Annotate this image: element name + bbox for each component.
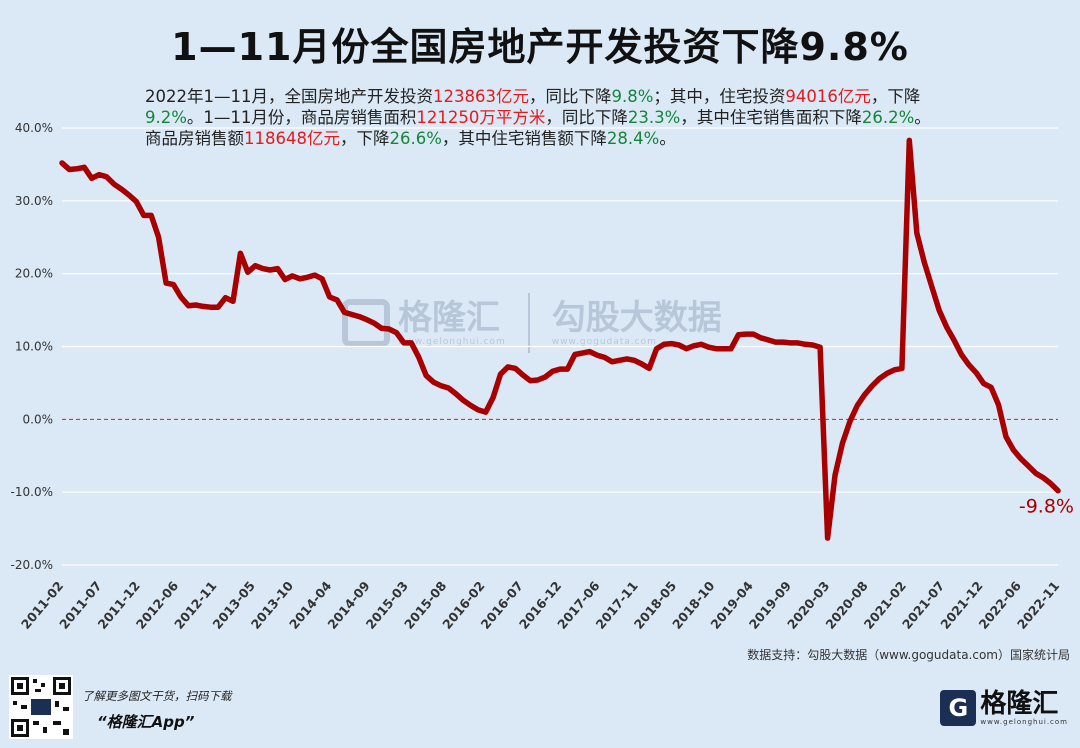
qr-code-icon <box>11 677 71 737</box>
end-value-label: -9.8% <box>1019 496 1074 518</box>
promo-text: 了解更多图文干货，扫码下载 <box>82 689 232 703</box>
summary-text: 2022年1—11月，全国房地产开发投资123863亿元，同比下降9.8%；其中… <box>145 87 931 148</box>
logo-sub: www.gelonghui.com <box>980 718 1068 726</box>
y-tick-label: 40.0% <box>15 121 53 135</box>
logo-icon: G <box>940 690 977 726</box>
brand-logo: G 格隆汇 www.gelonghui.com <box>940 690 1068 726</box>
source-text: 数据支持：勾股大数据（www.gogudata.com）国家统计局 <box>747 648 1070 662</box>
y-tick-label: -10.0% <box>11 485 53 499</box>
y-tick-label: 20.0% <box>15 267 53 281</box>
y-tick-label: 0.0% <box>23 412 54 426</box>
page-title: 1—11月份全国房地产开发投资下降9.8% <box>171 25 909 69</box>
qr-code[interactable] <box>9 675 73 739</box>
logo-name: 格隆汇 <box>980 689 1059 719</box>
promo-app-name: “格隆汇App” <box>97 713 195 731</box>
y-tick-label: 30.0% <box>15 194 53 208</box>
y-tick-label: -20.0% <box>11 558 53 572</box>
series-line <box>59 137 1061 541</box>
y-tick-label: 10.0% <box>15 340 53 354</box>
